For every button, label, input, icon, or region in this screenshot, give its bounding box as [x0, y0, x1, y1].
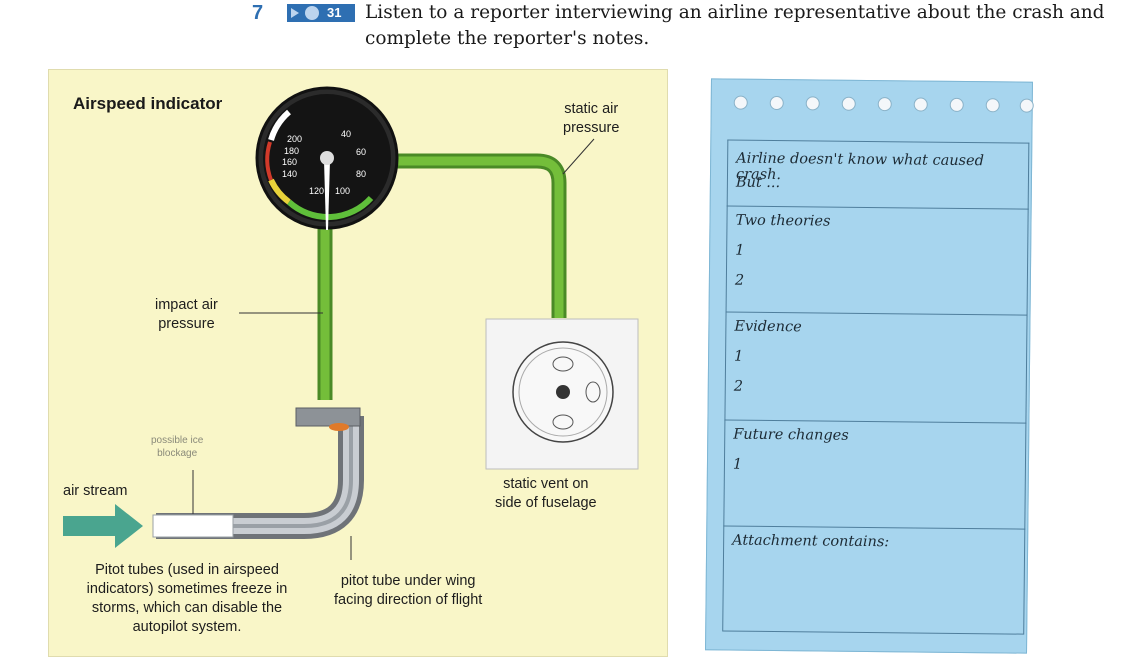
airspeed-gauge: 200 40 180 60 160 80 140 120 100 [255, 86, 399, 230]
static-air-pressure-label: static air pressure [563, 101, 620, 136]
note-line: Attachment contains: [732, 532, 890, 551]
notes-section-cause: Airline doesn't know what caused crash. … [726, 139, 1030, 210]
pitot-tube-label: pitot tube under wing facing direction o… [334, 573, 483, 608]
static-vent [485, 318, 639, 470]
note-line: 1 [735, 242, 745, 259]
binding-hole-icon [985, 98, 1000, 113]
cd-icon [305, 6, 319, 20]
binding-hole-icon [877, 97, 892, 112]
gauge-tick-label: 180 [284, 146, 299, 156]
gauge-tick-label: 160 [282, 157, 297, 167]
track-number: 31 [327, 5, 342, 20]
note-line: 1 [732, 456, 743, 473]
pitot-tube [152, 407, 364, 539]
figure-caption: Pitot tubes (used in airspeed indicators… [86, 562, 288, 635]
task-number: 7 [252, 2, 264, 24]
gauge-tick-label: 60 [356, 147, 366, 157]
ice-blockage [152, 514, 234, 538]
notes-section-evidence: Evidence 1 2 [724, 311, 1028, 424]
task-text: Listen to a reporter interviewing an air… [365, 2, 1105, 49]
binding-hole-icon [805, 96, 820, 111]
binding-hole-icon [913, 97, 928, 112]
binding-hole-icon [769, 95, 784, 111]
note-line: 2 [734, 272, 745, 289]
note-line: 1 [734, 348, 744, 365]
note-line: Two theories [735, 212, 831, 230]
binding-hole-icon [1019, 98, 1034, 113]
notes-section-attachment: Attachment contains: [722, 525, 1026, 635]
reporters-notepad: Airline doesn't know what caused crash. … [705, 78, 1034, 654]
static-vent-label: static vent on side of fuselage [495, 476, 597, 511]
static-pressure-tube [389, 153, 567, 318]
notes-section-theories: Two theories 1 2 [725, 205, 1029, 316]
note-line: But ... [735, 174, 781, 192]
gauge-tick-label: 40 [341, 129, 351, 139]
gauge-tick-label: 140 [282, 169, 297, 179]
gauge-tick-label: 80 [356, 169, 366, 179]
binding-hole-icon [949, 97, 964, 112]
gauge-tick-label: 120 [309, 186, 324, 196]
binding-hole-icon [841, 96, 856, 111]
air-stream-label: air stream [63, 483, 128, 499]
note-line: Evidence [734, 318, 802, 336]
gauge-tick-label: 200 [287, 134, 302, 144]
pitot-static-diagram: 200 40 180 60 160 80 140 120 100 [63, 86, 639, 560]
binding-hole-icon [733, 95, 748, 110]
audio-track-badge[interactable]: 31 [287, 4, 355, 22]
note-line: 2 [733, 378, 744, 395]
note-line: Future changes [733, 426, 849, 444]
gauge-tick-label: 100 [335, 186, 350, 196]
airspeed-indicator-figure: 200 40 180 60 160 80 140 120 100 [48, 69, 668, 657]
play-icon [291, 8, 299, 18]
figure-title: Airspeed indicator [73, 94, 223, 113]
notepad-binding-holes [730, 92, 1034, 119]
possible-ice-blockage-label: possible ice blockage [151, 435, 204, 459]
notes-section-future-changes: Future changes 1 [723, 419, 1027, 530]
air-stream-arrow [63, 504, 143, 548]
impact-air-pressure-label: impact air pressure [155, 297, 218, 332]
